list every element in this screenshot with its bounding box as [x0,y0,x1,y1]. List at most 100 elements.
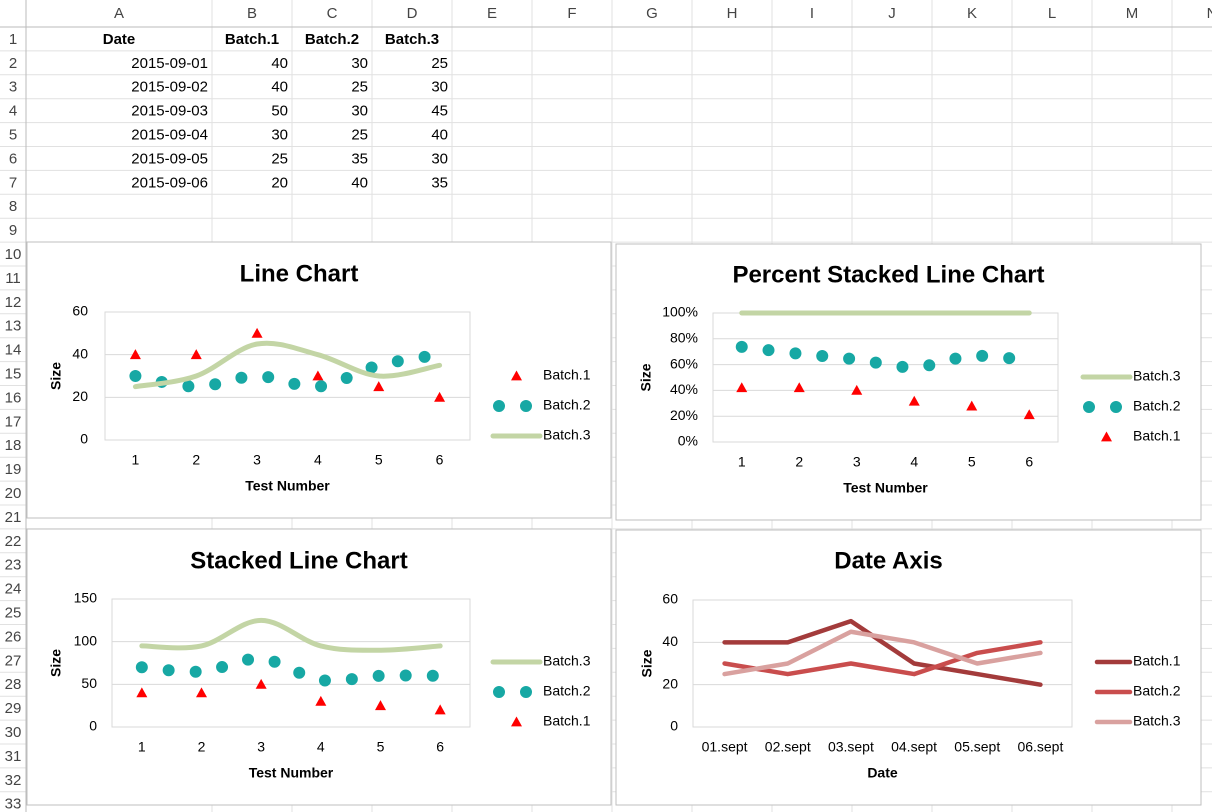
marker [736,382,748,393]
column-header[interactable]: I [810,5,814,22]
table-cell[interactable]: 50 [271,103,288,120]
table-header[interactable]: Batch.1 [225,31,279,48]
table-cell[interactable]: 30 [431,79,448,96]
column-header[interactable]: B [247,5,257,22]
series-line [139,617,443,653]
table-cell[interactable]: 2015-09-06 [131,174,208,191]
row-header[interactable]: 31 [5,748,22,765]
column-header[interactable]: A [114,5,124,22]
series-line [722,629,1043,677]
x-tick-label: 3 [257,739,265,755]
row-header[interactable]: 12 [5,294,22,311]
row-header[interactable]: 11 [5,270,21,287]
row-header[interactable]: 13 [5,318,22,335]
row-header[interactable]: 24 [5,581,22,598]
row-header[interactable]: 1 [9,31,17,48]
marker [373,381,385,392]
row-header[interactable]: 7 [9,174,17,191]
table-header[interactable]: Date [103,31,136,48]
row-header[interactable]: 21 [5,509,22,526]
table-cell[interactable]: 2015-09-05 [131,150,208,167]
table-cell[interactable]: 2015-09-02 [131,79,208,96]
table-cell[interactable]: 2015-09-03 [131,103,208,120]
row-header[interactable]: 27 [5,652,22,669]
row-header[interactable]: 16 [5,389,22,406]
x-tick-label: 1 [738,454,746,470]
table-header[interactable]: Batch.3 [385,31,439,48]
table-cell[interactable]: 40 [271,79,288,96]
marker [190,349,202,360]
column-header[interactable]: K [967,5,977,22]
x-tick-label: 2 [192,452,200,468]
table-cell[interactable]: 30 [351,55,368,72]
column-header[interactable]: N [1207,5,1212,22]
row-header[interactable]: 30 [5,724,22,741]
row-header[interactable]: 22 [5,533,22,550]
row-header[interactable]: 4 [9,103,17,120]
y-tick-label: 60 [72,303,88,319]
x-tick-label: 04.sept [891,739,937,755]
row-header[interactable]: 19 [5,461,22,478]
column-header[interactable]: H [727,5,738,22]
table-cell[interactable]: 2015-09-01 [131,55,208,72]
table-cell[interactable]: 30 [271,127,288,144]
table-cell[interactable]: 25 [431,55,448,72]
row-header[interactable]: 15 [5,366,22,383]
marker [434,391,446,402]
column-header[interactable]: G [646,5,658,22]
column-header[interactable]: C [327,5,338,22]
column-header[interactable]: M [1126,5,1139,22]
marker [908,395,920,406]
row-header[interactable]: 8 [9,198,17,215]
row-header[interactable]: 17 [5,413,22,430]
row-header[interactable]: 10 [5,246,22,263]
row-header[interactable]: 33 [5,796,22,812]
row-header[interactable]: 2 [9,55,17,72]
row-header[interactable]: 23 [5,557,22,574]
column-header[interactable]: D [407,5,418,22]
row-header[interactable]: 14 [5,342,22,359]
x-tick-label: 5 [375,452,383,468]
row-header[interactable]: 20 [5,485,22,502]
column-header[interactable]: F [567,5,576,22]
marker [1023,409,1035,420]
table-cell[interactable]: 25 [271,150,288,167]
row-header[interactable]: 18 [5,437,22,454]
table-cell[interactable]: 35 [351,150,368,167]
x-tick-label: 06.sept [1017,739,1063,755]
table-cell[interactable]: 25 [351,127,368,144]
row-header[interactable]: 28 [5,676,22,693]
table-cell[interactable]: 40 [351,174,368,191]
table-cell[interactable]: 30 [431,150,448,167]
column-header[interactable]: E [487,5,497,22]
legend-label: Batch.2 [1133,398,1181,414]
table-cell[interactable]: 20 [271,174,288,191]
column-header[interactable]: L [1048,5,1056,22]
row-header[interactable]: 5 [9,127,17,144]
y-tick-label: 60 [662,591,678,607]
row-header[interactable]: 3 [9,79,17,96]
marker [312,370,324,381]
row-header[interactable]: 6 [9,150,17,167]
table-cell[interactable]: 35 [431,174,448,191]
column-header[interactable]: J [888,5,896,22]
table-cell[interactable]: 30 [351,103,368,120]
table-cell[interactable]: 40 [431,127,448,144]
table-cell[interactable]: 40 [271,55,288,72]
row-header[interactable]: 9 [9,222,17,239]
marker [793,382,805,393]
y-tick-label: 40 [662,633,678,649]
row-header[interactable]: 25 [5,605,22,622]
row-header[interactable]: 32 [5,772,22,789]
x-tick-label: 4 [314,452,322,468]
table-header[interactable]: Batch.2 [305,31,359,48]
y-tick-label: 0 [670,718,678,734]
table-cell[interactable]: 2015-09-04 [131,127,208,144]
table-cell[interactable]: 25 [351,79,368,96]
row-header[interactable]: 26 [5,628,22,645]
x-tick-label: 03.sept [828,739,874,755]
table-cell[interactable]: 45 [431,103,448,120]
legend-label: Batch.2 [1133,683,1181,699]
row-header[interactable]: 29 [5,700,22,717]
x-tick-label: 2 [198,739,206,755]
